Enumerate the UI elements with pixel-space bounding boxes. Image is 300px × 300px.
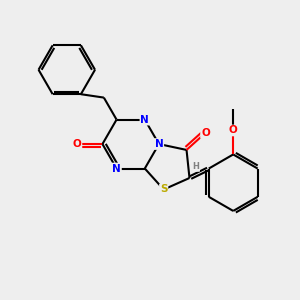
Text: H: H [192,162,199,171]
Text: O: O [201,128,210,138]
Text: O: O [229,125,238,136]
Text: O: O [73,139,81,149]
Text: S: S [160,184,167,194]
Text: N: N [140,115,149,124]
Text: N: N [154,139,163,149]
Text: N: N [112,164,121,173]
